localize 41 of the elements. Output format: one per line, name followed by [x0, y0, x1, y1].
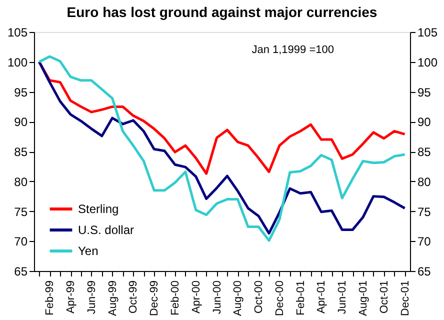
x-tick-label: Aug-00 [232, 280, 244, 316]
x-tick-label: Dec-00 [274, 280, 286, 316]
y-tick-label: 100 [7, 55, 28, 70]
y2-tick-label: 80 [418, 174, 432, 189]
x-tick-label: Jun-99 [86, 280, 98, 314]
x-tick-label: Apr-99 [65, 280, 78, 314]
y-tick-label: 90 [14, 115, 28, 130]
x-tick-label: Dec-01 [399, 280, 412, 316]
x-tick-label: Aug-01 [358, 280, 370, 316]
x-tick-label: Oct-01 [378, 280, 390, 314]
x-tick-label: Apr-01 [316, 280, 328, 314]
legend-label: Sterling [78, 202, 119, 216]
annotation: Jan 1,1999 =100 [252, 44, 334, 56]
chart-title: Euro has lost ground against major currencies [66, 4, 378, 20]
x-tick-label: Jun-01 [336, 280, 349, 314]
x-tick-label: Jun-00 [211, 280, 224, 314]
y-tick-label: 85 [14, 145, 28, 159]
y-tick-label: 75 [14, 204, 28, 219]
x-tick-label: Feb-99 [44, 280, 56, 316]
y2-tick-label: 70 [418, 234, 432, 249]
y-tick-label: 70 [14, 234, 28, 249]
legend-label: U.S. dollar [78, 223, 134, 237]
x-tick-label: Apr-00 [190, 280, 202, 314]
y-tick-label: 105 [7, 26, 28, 40]
y-tick-label: 95 [14, 85, 28, 100]
y2-tick-label: 65 [418, 264, 432, 278]
y2-tick-label: 90 [418, 115, 432, 130]
x-tick-label: Aug-99 [106, 280, 119, 316]
y2-tick-label: 85 [418, 145, 432, 159]
x-tick-label: Oct-99 [128, 280, 140, 314]
legend-label: Yen [78, 244, 98, 258]
x-tick-label: Feb-00 [170, 280, 182, 316]
y-tick-label: 65 [14, 264, 28, 278]
y-tick-label: 80 [14, 174, 28, 189]
y2-tick-label: 100 [418, 55, 438, 70]
y2-tick-label: 105 [418, 26, 438, 40]
y2-tick-label: 75 [418, 204, 432, 219]
x-tick-label: Oct-00 [253, 280, 266, 314]
x-tick-label: Dec-99 [148, 280, 161, 316]
x-tick-label: Feb-01 [294, 280, 307, 316]
y2-tick-label: 95 [418, 85, 432, 100]
